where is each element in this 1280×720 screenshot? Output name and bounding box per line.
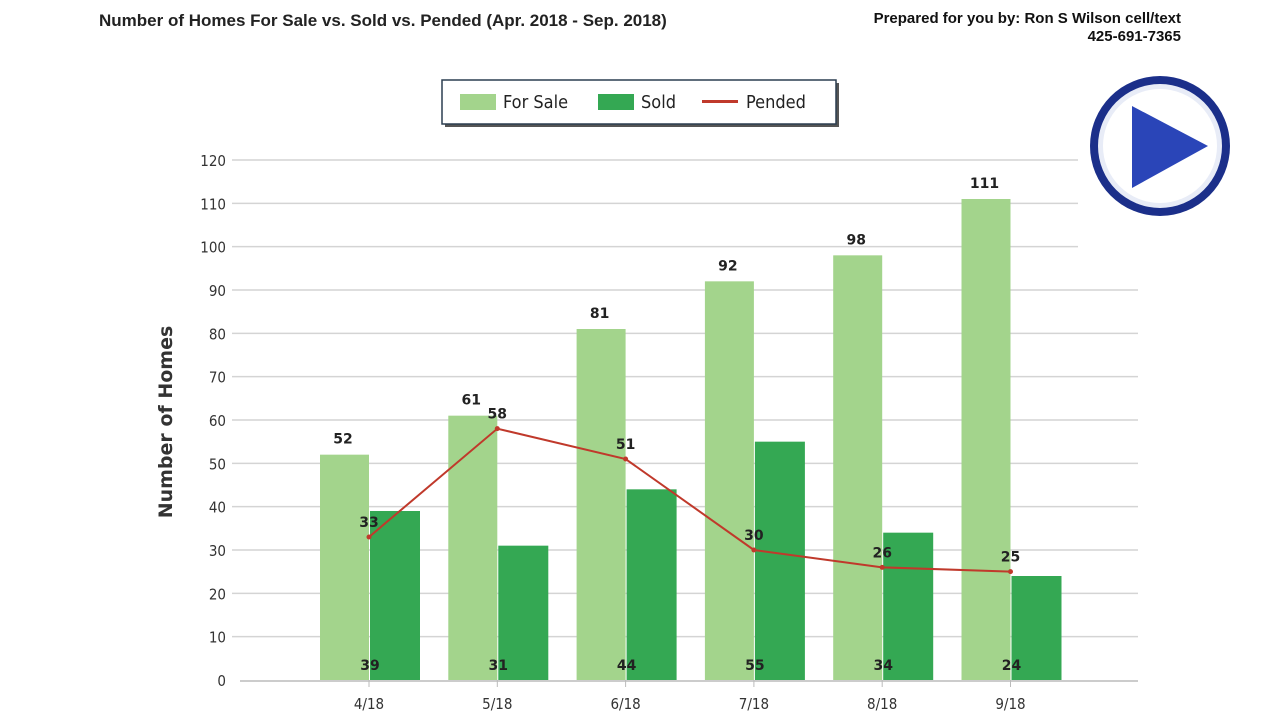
bar-for-sale (576, 329, 626, 680)
point-pended (751, 547, 757, 553)
point-pended (366, 534, 372, 540)
legend-label-pended: Pended (746, 92, 806, 113)
bar-for-sale (704, 281, 754, 680)
legend: For Sale Sold Pended (441, 79, 839, 127)
y-axis-label: Number of Homes (155, 326, 177, 519)
point-pended (1008, 569, 1013, 575)
data-label-for-sale: 111 (970, 176, 999, 192)
bar-for-sale (320, 454, 369, 680)
legend-label-sold: Sold (641, 92, 676, 113)
y-tick-label: 0 (217, 672, 226, 690)
prepared-by-phone: 425-691-7365 (1087, 28, 1181, 45)
line-pended (368, 427, 1011, 573)
data-labels: 52 61 81 92 98 111 39 31 44 55 34 24 33 58 51 30 26 25 (333, 176, 1021, 674)
data-label-sold: 31 (489, 658, 508, 674)
y-tick-label: 20 (209, 585, 226, 603)
y-tick-label: 60 (209, 412, 226, 430)
y-tick-label: 30 (209, 542, 226, 560)
x-tick-label: 6/18 (610, 695, 640, 713)
data-label-pended: 33 (359, 515, 378, 531)
x-tick-label: 9/18 (995, 695, 1025, 713)
bars (320, 199, 1062, 681)
bar-for-sale (833, 255, 883, 681)
bar-sold (1011, 576, 1062, 680)
pended-line (366, 426, 1013, 575)
legend-swatch-pended (702, 100, 738, 103)
bar-sold (626, 489, 677, 680)
bar-sold (498, 545, 549, 680)
data-label-sold: 34 (873, 658, 893, 674)
bar-for-sale (961, 199, 1011, 680)
data-label-for-sale: 81 (590, 306, 609, 322)
x-tick-label: 7/18 (739, 695, 769, 713)
y-tick-label: 110 (200, 195, 226, 213)
page-title: Number of Homes For Sale vs. Sold vs. Pe… (99, 11, 667, 30)
bar-sold (883, 532, 934, 680)
y-tick-label: 70 (209, 369, 226, 387)
bar-sold (370, 511, 420, 680)
data-label-for-sale: 92 (718, 258, 737, 274)
y-tick-label: 50 (209, 455, 226, 473)
data-label-pended: 58 (488, 407, 507, 423)
y-tick-label: 90 (209, 282, 226, 300)
x-tick-label: 8/18 (867, 695, 897, 713)
data-label-pended: 26 (872, 545, 891, 561)
point-pended (494, 426, 500, 432)
x-tick-label: 5/18 (482, 695, 512, 713)
data-label-sold: 44 (617, 658, 637, 674)
y-tick-label: 80 (209, 325, 226, 343)
bar-sold (754, 441, 805, 680)
point-pended (879, 564, 885, 570)
point-pended (623, 456, 629, 462)
y-tick-label: 40 (209, 499, 226, 517)
play-button[interactable] (1078, 66, 1242, 250)
prepared-by: Prepared for you by: Ron S Wilson cell/t… (874, 10, 1181, 46)
data-label-pended: 30 (744, 528, 764, 544)
bar-for-sale (448, 415, 498, 680)
data-label-pended: 25 (1001, 550, 1020, 566)
data-label-pended: 51 (616, 437, 635, 453)
data-label-sold: 24 (1002, 658, 1022, 674)
legend-swatch-sold (598, 94, 634, 110)
prepared-by-name: Prepared for you by: Ron S Wilson cell/t… (873, 10, 1181, 27)
legend-label-for-sale: For Sale (503, 92, 568, 113)
data-label-for-sale: 98 (846, 232, 865, 248)
legend-swatch-for-sale (460, 94, 496, 110)
play-icon (1132, 106, 1208, 188)
y-tick-label: 10 (209, 629, 226, 647)
data-label-for-sale: 52 (333, 432, 352, 448)
y-tick-label: 120 (200, 152, 226, 170)
x-tick-label: 4/18 (354, 695, 384, 713)
data-label-sold: 39 (360, 658, 379, 674)
axes: 0 10 20 30 40 50 60 70 80 90 100 110 120 4/18 5/18 6/18… (200, 152, 1138, 713)
data-label-for-sale: 61 (462, 393, 481, 409)
y-tick-label: 100 (200, 239, 226, 257)
data-label-sold: 55 (745, 658, 764, 674)
